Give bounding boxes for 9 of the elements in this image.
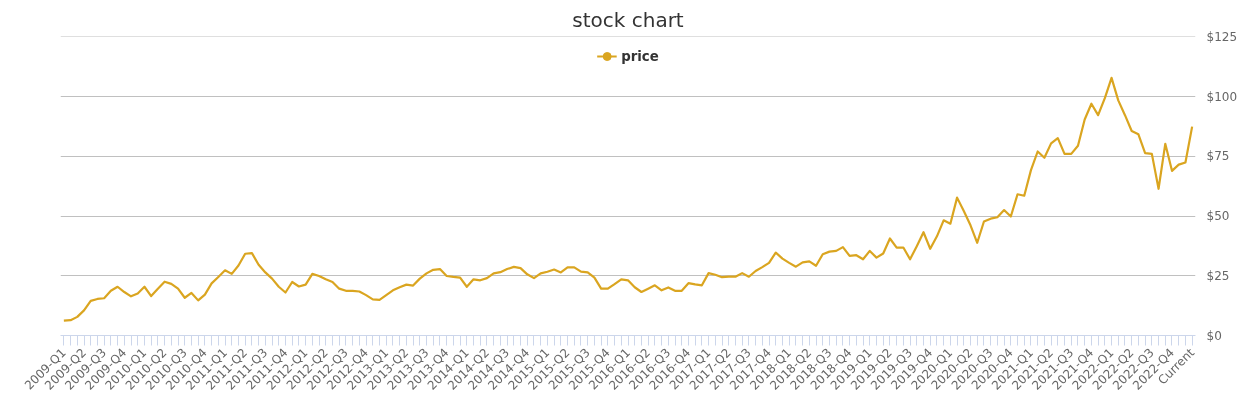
chart-title: stock chart <box>572 7 684 32</box>
y-tick-label: $100 <box>1206 89 1238 104</box>
legend-label: price <box>621 48 659 64</box>
y-tick-label: $50 <box>1206 209 1230 224</box>
y-tick-label: $125 <box>1206 29 1238 44</box>
y-tick-label: $25 <box>1206 268 1230 283</box>
y-tick-label: $0 <box>1206 328 1222 343</box>
line-series <box>62 76 1194 322</box>
y-tick-label: $75 <box>1206 149 1230 164</box>
